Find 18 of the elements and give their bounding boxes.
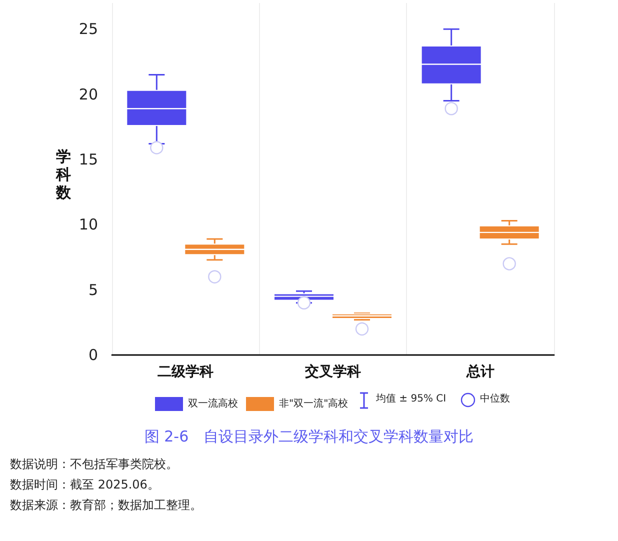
text: 数据说明：不包括军事类院校。 xyxy=(10,457,178,471)
y-tick-label: 0 xyxy=(88,346,98,364)
legend-label: 双一流高校 xyxy=(188,398,238,410)
y-tick-label: 15 xyxy=(78,150,98,168)
legend-label: 非"双一流"高校 xyxy=(279,398,348,410)
source-note: 数据来源：教育部；数据加工整理。 xyxy=(10,498,202,512)
text: 图 2-6 自设目录外二级学科和交叉学科数量对比 xyxy=(144,428,474,446)
text: 均值 ± 95% CI xyxy=(375,392,446,404)
x-tick-label: 交叉学科 xyxy=(304,363,361,380)
y-tick-label: 20 xyxy=(78,85,98,104)
y-tick-label: 5 xyxy=(88,280,98,299)
y-tick-label: 10 xyxy=(78,216,98,234)
y-tick-label: 25 xyxy=(78,20,98,38)
x-tick-label: 二级学科 xyxy=(158,364,214,380)
y-axis-title: 学科数 xyxy=(55,148,72,202)
text: 中位数 xyxy=(480,392,510,404)
text: 数据时间：截至 2025.06。 xyxy=(10,478,160,492)
x-tick-label: 总计 xyxy=(465,364,494,380)
